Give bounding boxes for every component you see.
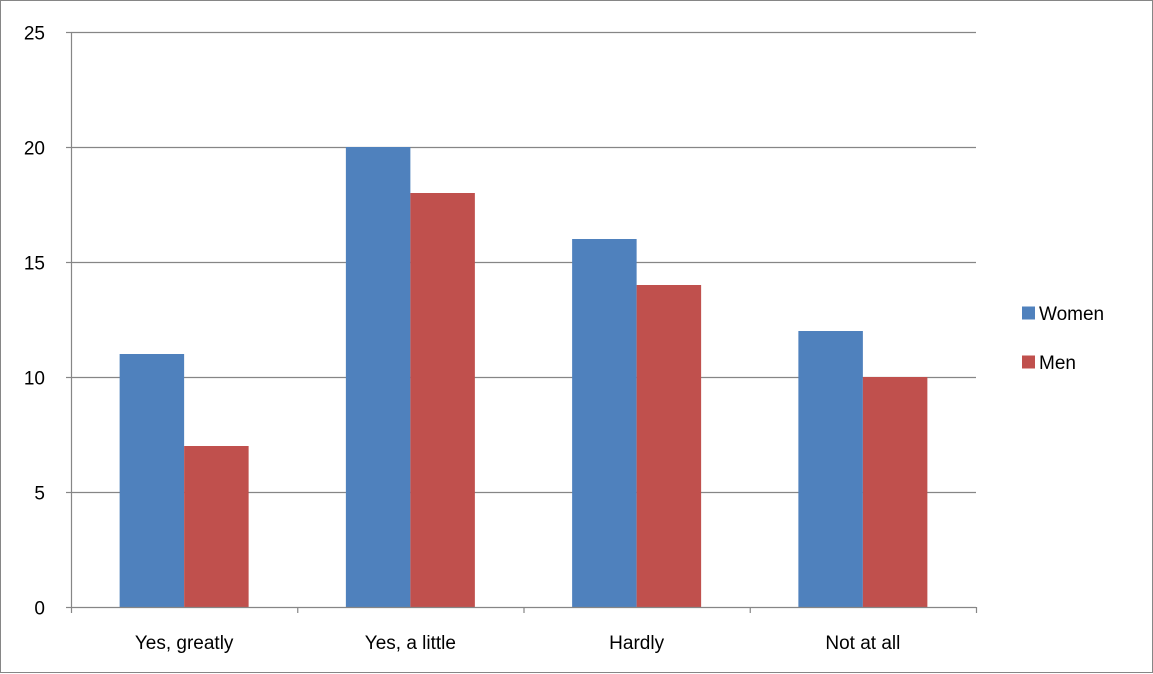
y-tick-labels: 0 5 10 15 20 25: [24, 24, 45, 620]
x-tick-labels: Yes, greatly Yes, a little Hardly Not at al…: [135, 633, 901, 654]
legend-swatch-women: [1022, 306, 1035, 320]
bar-men-2: [636, 285, 702, 607]
bar-men-3: [862, 377, 928, 607]
x-tick-label: Yes, a little: [365, 633, 456, 654]
bar-men-1: [410, 193, 475, 607]
x-tick-label: Hardly: [609, 633, 664, 654]
bars: [119, 147, 928, 607]
legend-label-women: Women: [1039, 304, 1104, 325]
y-tick-label: 5: [34, 484, 45, 505]
bar-women-2: [572, 239, 637, 607]
y-tick-label: 0: [34, 599, 45, 620]
legend: Women Men: [1022, 304, 1104, 374]
legend-swatch-men: [1022, 355, 1035, 369]
bar-men-0: [184, 446, 249, 607]
x-tick-label: Yes, greatly: [135, 633, 234, 654]
bar-women-3: [798, 331, 863, 607]
legend-label-men: Men: [1039, 353, 1076, 374]
y-tick-label: 20: [24, 139, 45, 160]
bar-women-1: [345, 147, 411, 607]
axes: [66, 31, 978, 613]
y-tick-label: 25: [24, 24, 45, 45]
x-tick-label: Not at all: [825, 633, 900, 654]
bar-women-0: [119, 354, 185, 607]
y-tick-label: 10: [24, 369, 45, 390]
y-tick-label: 15: [24, 254, 45, 275]
